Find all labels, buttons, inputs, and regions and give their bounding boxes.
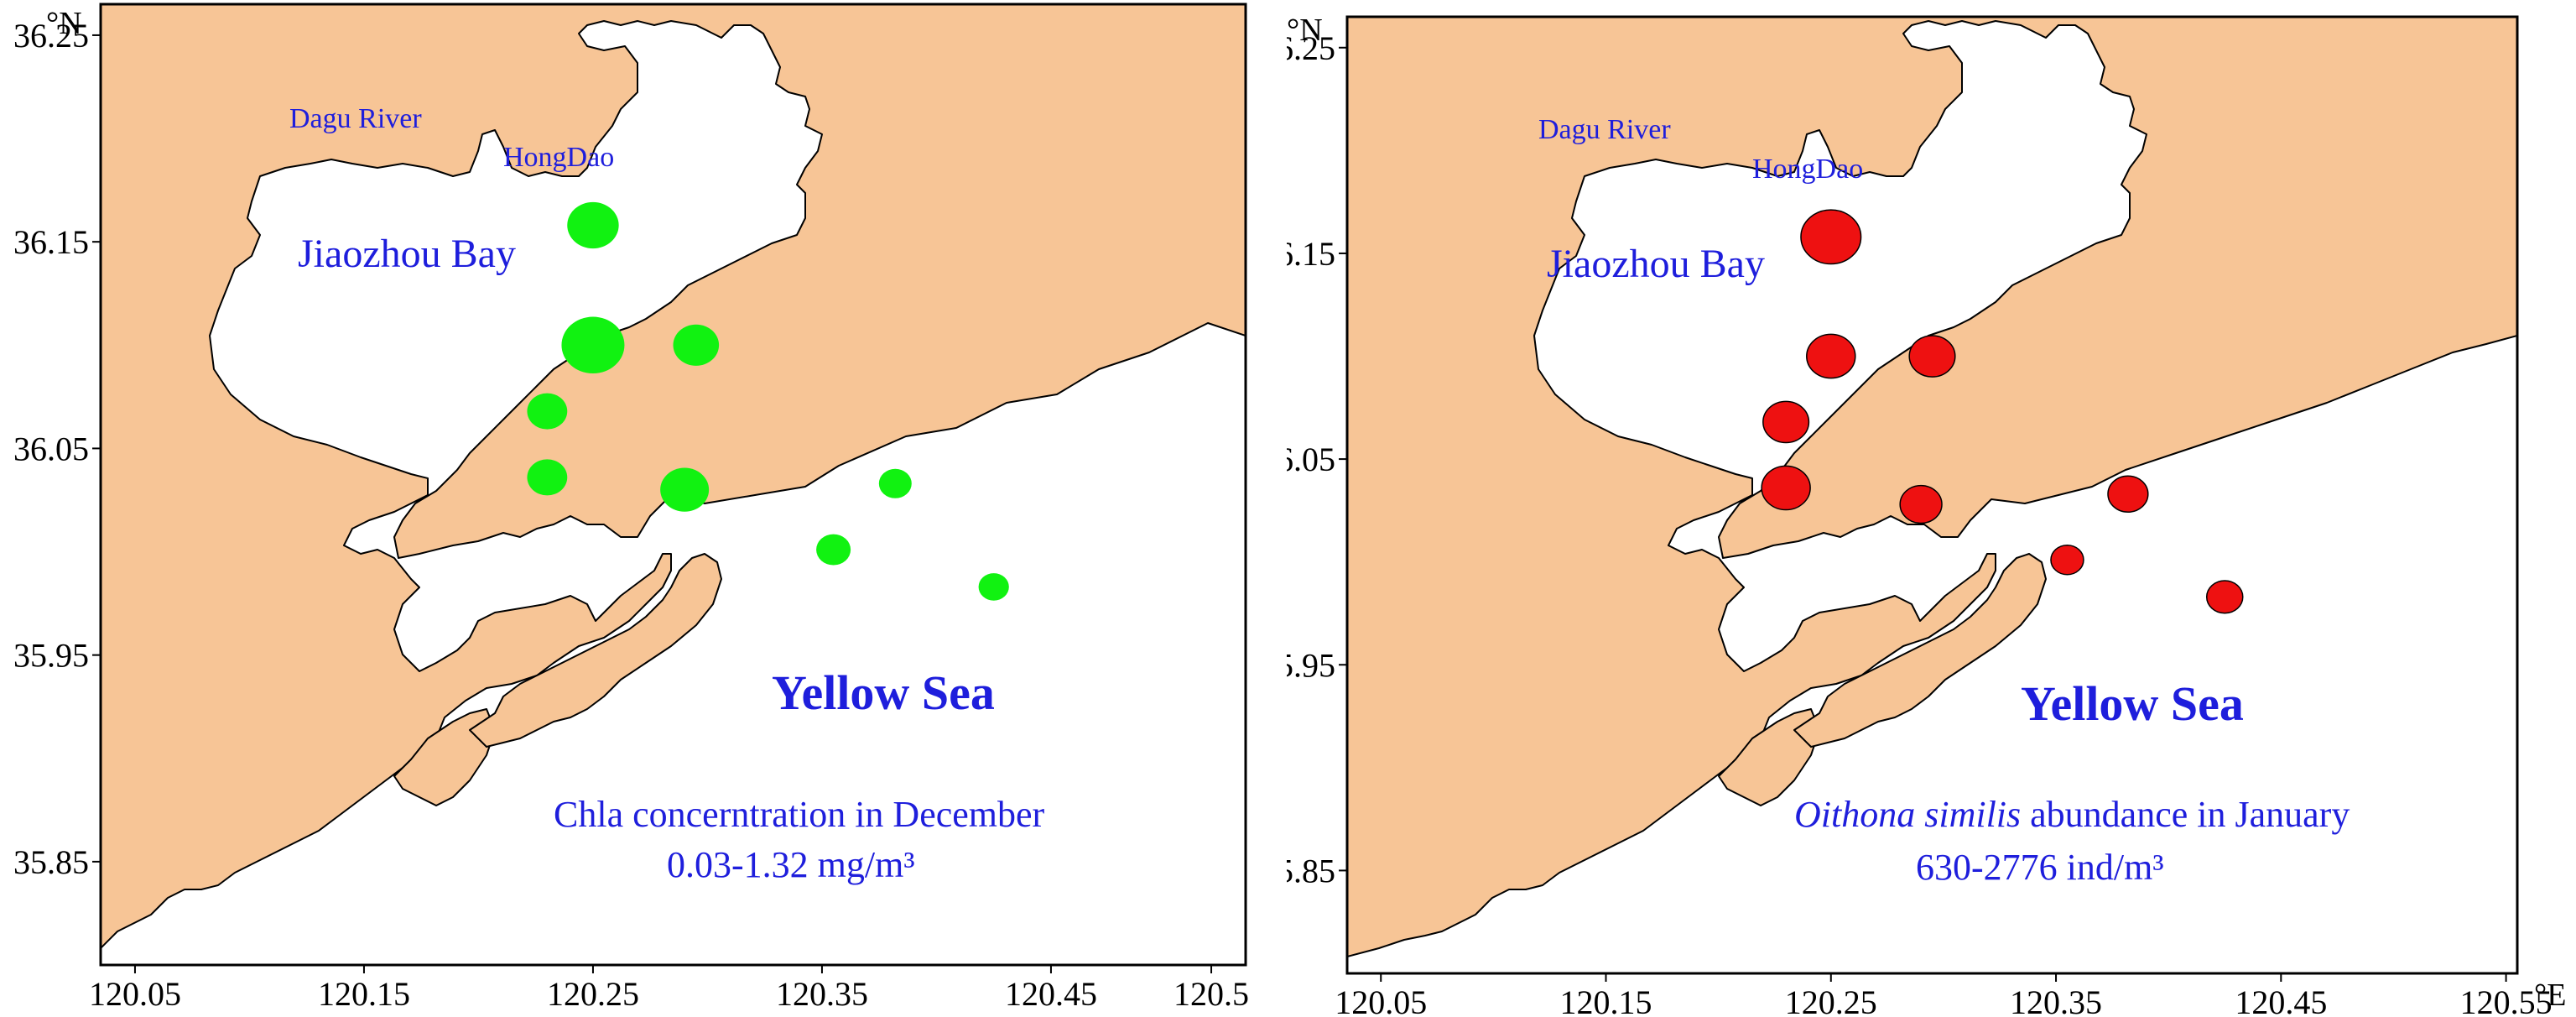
map-frame (99, 3, 1247, 967)
lon-tick-label: 120.25 (547, 975, 639, 1013)
station-marker (878, 468, 912, 498)
station-marker (1762, 400, 1810, 444)
station-marker (561, 316, 625, 374)
lon-unit-label: °E (2534, 978, 2566, 1013)
station-marker (1899, 484, 1943, 524)
jiaozhou-bay-label: Jiaozhou Bay (298, 232, 516, 276)
map-canvas-oithona: 36.25 36.15 36.05 35.95 35.85 120.05 120.15 120… (1287, 13, 2566, 1017)
lon-tick-label: 120.05 (89, 975, 181, 1013)
map-panel-chla: 36.25 36.15 36.05 35.95 35.85 120.05 120.15 120… (0, 0, 1250, 1017)
lat-tick-label: 36.05 (13, 430, 89, 467)
station-marker (660, 467, 710, 512)
yellow-sea-label: Yellow Sea (2021, 676, 2244, 731)
lon-tick-label: 120.45 (2235, 983, 2327, 1017)
lat-tick-label: 35.85 (1287, 852, 1335, 889)
station-marker (2050, 544, 2084, 576)
station-marker (673, 324, 720, 366)
map-panel-oithona: 36.25 36.15 36.05 35.95 35.85 120.05 120.15 120… (1287, 0, 2576, 1017)
lat-tick-label: 35.95 (1287, 646, 1335, 684)
caption-rest: abundance in January (2021, 794, 2350, 835)
caption-line1: Oithona similis abundance in January (1794, 794, 2350, 835)
jiaozhou-bay-label: Jiaozhou Bay (1547, 242, 1765, 286)
station-marker (1761, 465, 1811, 511)
map-frame (1345, 15, 2519, 975)
station-marker (527, 393, 568, 430)
station-markers (527, 201, 1009, 601)
lat-tick-label: 36.15 (13, 223, 89, 261)
hongdao-label: HongDao (1752, 154, 1863, 185)
caption-line2: 0.03-1.32 mg/m³ (667, 844, 915, 885)
lon-tick-label: 120.15 (1560, 983, 1652, 1017)
lon-tick-label: 120.25 (1785, 983, 1877, 1017)
lon-tick-label: 120.35 (2010, 983, 2102, 1017)
station-marker (2107, 475, 2149, 514)
place-labels: Dagu River HongDao Jiaozhou Bay Yellow S… (1287, 13, 2566, 1013)
caption-line1: Chla concerntration in December (554, 794, 1045, 835)
axis-ticks: 36.25 36.15 36.05 35.95 35.85 120.05 120.15 120… (13, 17, 1249, 1013)
caption-species: Oithona similis (1794, 794, 2021, 835)
land-layer (1347, 17, 2517, 957)
lat-tick-label: 36.25 (1287, 29, 1335, 67)
station-marker (1806, 333, 1856, 379)
hongdao-label: HongDao (503, 142, 614, 173)
station-marker (978, 573, 1009, 601)
caption-line2: 630-2776 ind/m³ (1916, 847, 2164, 888)
lon-tick-label: 120.45 (1005, 975, 1097, 1013)
lat-tick-label: 36.15 (1287, 235, 1335, 273)
station-markers (1761, 209, 2244, 614)
lat-unit-label: °N (1287, 13, 1323, 48)
lat-tick-label: 36.25 (13, 17, 89, 55)
dagu-river-label: Dagu River (1538, 114, 1671, 145)
lon-tick-label: 120.55 (2460, 983, 2553, 1017)
lon-tick-label: 120.5 (1174, 975, 1249, 1013)
station-marker (567, 201, 619, 249)
axis-ticks: 36.25 36.15 36.05 35.95 35.85 120.05 120.15 120… (1287, 29, 2553, 1017)
place-labels: Dagu River HongDao Jiaozhou Bay Yellow S… (46, 6, 1045, 885)
station-marker (527, 459, 568, 496)
lon-tick-label: 120.05 (1335, 983, 1427, 1017)
lat-tick-label: 36.05 (1287, 441, 1335, 478)
lat-unit-label: °N (46, 6, 82, 41)
yellow-sea-label: Yellow Sea (772, 665, 995, 720)
lat-tick-label: 35.95 (13, 637, 89, 675)
lon-tick-label: 120.35 (776, 975, 868, 1013)
lon-tick-label: 120.15 (318, 975, 410, 1013)
station-marker (2205, 580, 2244, 614)
map-canvas-chla: 36.25 36.15 36.05 35.95 35.85 120.05 120.15 120… (13, 3, 1249, 1013)
station-marker (816, 534, 851, 566)
dagu-river-label: Dagu River (289, 103, 422, 134)
lat-tick-label: 35.85 (13, 843, 89, 881)
station-marker (1908, 335, 1956, 378)
station-marker (1800, 209, 1862, 265)
